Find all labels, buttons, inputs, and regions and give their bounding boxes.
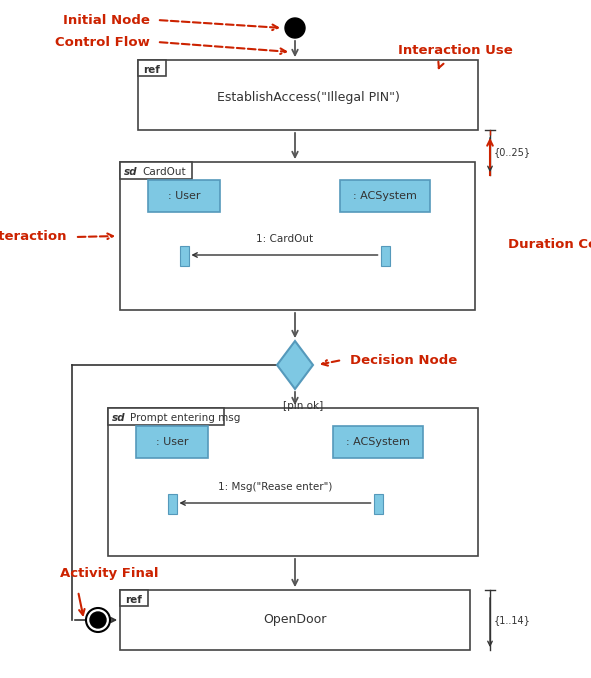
Bar: [108, 408, 478, 556]
Bar: [340, 180, 430, 212]
Polygon shape: [277, 341, 313, 389]
Text: : ACSystem: : ACSystem: [346, 437, 410, 447]
Text: : User: : User: [156, 437, 189, 447]
Circle shape: [86, 608, 110, 632]
Text: sd: sd: [112, 413, 125, 423]
Bar: [180, 246, 189, 266]
Circle shape: [285, 18, 305, 38]
Text: Duration Constraint: Duration Constraint: [508, 239, 591, 252]
Bar: [120, 590, 148, 606]
Text: : User: : User: [168, 191, 200, 201]
Text: {1..14}: {1..14}: [494, 615, 531, 625]
Text: {0..25}: {0..25}: [494, 148, 531, 157]
Text: EstablishAccess("Illegal PIN"): EstablishAccess("Illegal PIN"): [216, 90, 400, 104]
Text: 1: CardOut: 1: CardOut: [256, 234, 313, 244]
Bar: [167, 494, 177, 514]
Text: Interaction Use: Interaction Use: [398, 43, 512, 56]
Text: Activity Final: Activity Final: [60, 567, 158, 580]
Text: ref: ref: [125, 595, 142, 605]
Text: Prompt entering msg: Prompt entering msg: [130, 413, 241, 423]
Text: Interaction: Interaction: [0, 231, 67, 243]
Bar: [148, 180, 220, 212]
Bar: [138, 60, 166, 76]
Text: Decision Node: Decision Node: [350, 353, 457, 367]
Text: OpenDoor: OpenDoor: [264, 614, 327, 626]
Text: : ACSystem: : ACSystem: [353, 191, 417, 201]
Text: [pin ok]: [pin ok]: [283, 401, 323, 411]
Text: Control Flow: Control Flow: [55, 35, 150, 49]
Bar: [136, 426, 208, 458]
Bar: [108, 408, 224, 425]
Bar: [138, 60, 478, 130]
Text: ref: ref: [143, 65, 160, 75]
Bar: [374, 494, 382, 514]
Text: CardOut: CardOut: [142, 167, 186, 177]
Text: sd: sd: [124, 167, 138, 177]
Bar: [120, 162, 192, 179]
Bar: [120, 590, 470, 650]
Text: Initial Node: Initial Node: [63, 14, 150, 26]
Text: 1: Msg("Rease enter"): 1: Msg("Rease enter"): [218, 482, 332, 492]
Bar: [333, 426, 423, 458]
Circle shape: [90, 612, 106, 628]
Bar: [120, 162, 475, 310]
Bar: [381, 246, 389, 266]
